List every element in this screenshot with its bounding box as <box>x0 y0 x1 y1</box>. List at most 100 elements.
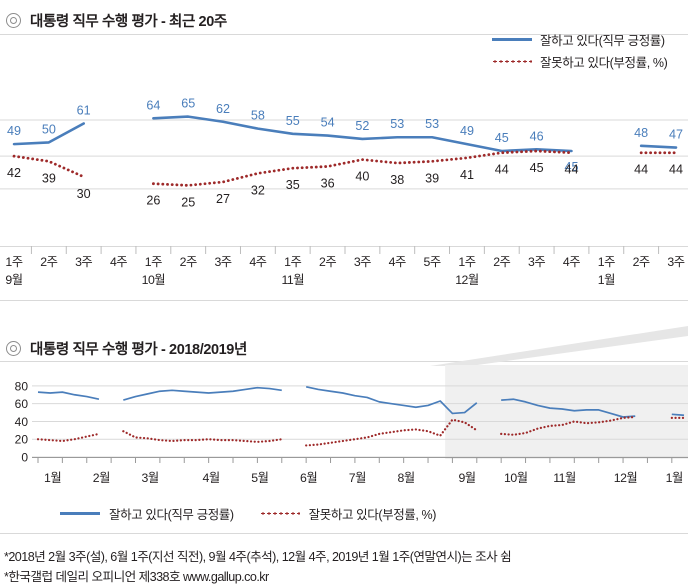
month-tick-label: 9월 <box>5 273 23 287</box>
month-tick-label: 11월 <box>281 273 305 287</box>
svg-text:45: 45 <box>564 160 578 174</box>
svg-text:65: 65 <box>181 97 195 111</box>
week-tick-label: 2주 <box>179 255 198 269</box>
week-tick-label: 2주 <box>493 255 511 269</box>
svg-text:58: 58 <box>251 109 265 123</box>
month-tick-label-2: 10월 <box>504 471 528 485</box>
solid-line-icon <box>492 37 532 41</box>
svg-text:62: 62 <box>216 102 230 116</box>
svg-text:47: 47 <box>669 128 683 142</box>
svg-text:49: 49 <box>460 124 474 138</box>
solid-line-icon <box>60 511 100 515</box>
chart1-xaxis: 1주 2주 3주 4주 1주 2주 3주 4주 1주 2주 3주 4주 5주 1주 2주 3주 4주 1주 2주 3주… <box>0 243 688 293</box>
double-circle-icon <box>6 341 21 356</box>
svg-text:53: 53 <box>425 117 439 131</box>
chart2-plot: 0 20 40 60 80 <box>0 365 688 475</box>
svg-text:27: 27 <box>216 192 230 206</box>
legend-label-positive-2: 잘하고 있다(직무 긍정률) <box>109 507 234 522</box>
week-tick-label: 2주 <box>40 255 58 269</box>
svg-text:48: 48 <box>634 126 648 140</box>
legend-item-positive: 잘하고 있다(직무 긍정률) <box>492 28 667 50</box>
month-tick-label-2: 6월 <box>300 471 318 485</box>
week-tick-label: 1주 <box>5 255 23 269</box>
week-tick-label: 1주 <box>284 255 302 269</box>
footnote-divider <box>0 533 688 534</box>
svg-text:46: 46 <box>530 129 544 143</box>
chart1-title: 대통령 직무 수행 평가 - 최근 20주 <box>30 14 227 30</box>
legend-item-negative: 잘못하고 있다(부정률, %) <box>492 50 668 72</box>
svg-text:42: 42 <box>7 166 21 180</box>
svg-text:55: 55 <box>286 114 300 128</box>
svg-text:36: 36 <box>321 176 335 190</box>
svg-text:80: 80 <box>15 379 29 393</box>
dotted-line-icon <box>492 59 532 63</box>
legend-item-positive-2: 잘하고 있다(직무 긍정률) <box>60 502 234 524</box>
month-tick-label-2: 12월 <box>613 471 638 485</box>
svg-text:49: 49 <box>7 124 21 138</box>
svg-text:50: 50 <box>42 122 56 136</box>
decorative-streak <box>430 326 688 366</box>
legend-item-negative-2: 잘못하고 있다(부정률, %) <box>259 502 436 524</box>
svg-text:45: 45 <box>495 131 509 145</box>
chart1-plot: 49 50 61 64 65 62 58 55 54 52 53 53 49 45 46 45 48 47 42 39… <box>0 72 688 247</box>
month-tick-label: 10월 <box>141 273 166 287</box>
svg-text:61: 61 <box>77 103 91 117</box>
week-tick-label: 1주 <box>144 255 163 269</box>
svg-text:44: 44 <box>495 163 509 177</box>
svg-text:38: 38 <box>390 173 404 187</box>
month-tick-label-2: 3월 <box>141 471 160 485</box>
week-tick-label: 1주 <box>597 255 616 269</box>
month-tick-label-2: 1월 <box>44 471 62 485</box>
month-tick-label-2: 9월 <box>458 471 476 485</box>
week-tick-label: 4주 <box>562 255 581 269</box>
chart2-legend: 잘하고 있다(직무 긍정률) 잘못하고 있다(부정률, %) <box>60 502 436 524</box>
svg-text:32: 32 <box>251 183 265 197</box>
svg-text:53: 53 <box>390 117 404 131</box>
svg-text:20: 20 <box>15 433 29 447</box>
legend-label-negative: 잘못하고 있다(부정률, %) <box>540 55 668 70</box>
week-tick-label: 4주 <box>388 255 407 269</box>
svg-text:52: 52 <box>355 119 369 133</box>
svg-text:44: 44 <box>564 163 578 177</box>
heading-divider-2 <box>0 361 688 362</box>
week-tick-label: 2주 <box>319 255 337 269</box>
chart2-heading: 대통령 직무 수행 평가 - 2018/2019년 <box>6 338 247 359</box>
svg-text:39: 39 <box>42 171 56 185</box>
legend-label-positive: 잘하고 있다(직무 긍정률) <box>540 33 665 48</box>
svg-text:44: 44 <box>669 163 683 177</box>
svg-text:54: 54 <box>321 116 335 130</box>
svg-text:45: 45 <box>530 161 544 175</box>
svg-text:25: 25 <box>181 195 195 209</box>
month-tick-label-2: 7월 <box>348 471 367 485</box>
month-tick-label-2: 5월 <box>251 471 269 485</box>
footnote-1: *2018년 2월 3주(설), 6월 1주(지선 직전), 9월 4주(추석)… <box>4 550 512 564</box>
chart2-xaxis: 1월 2월 3월 4월 5월 6월 7월 8월 9월 10월 11월 12월 1월 <box>0 468 688 492</box>
double-circle-icon <box>6 13 21 28</box>
svg-text:30: 30 <box>77 187 91 201</box>
footnote-2: *한국갤럽 데일리 오피니언 제338호 www.gallup.co.kr <box>4 570 269 584</box>
month-tick-label: 1월 <box>597 273 616 287</box>
chart1-heading: 대통령 직무 수행 평가 - 최근 20주 <box>6 10 227 31</box>
week-tick-label: 4주 <box>249 255 267 269</box>
svg-text:26: 26 <box>146 194 160 208</box>
week-tick-label: 5주 <box>423 255 442 269</box>
week-tick-label: 3주 <box>214 255 232 269</box>
week-tick-label: 3주 <box>667 255 685 269</box>
svg-text:60: 60 <box>15 397 29 411</box>
month-tick-label-2: 11월 <box>553 471 576 485</box>
month-tick-label-2: 4월 <box>202 471 221 485</box>
svg-text:44: 44 <box>634 163 648 177</box>
svg-text:39: 39 <box>425 171 439 185</box>
week-tick-label: 3주 <box>75 255 93 269</box>
chart2-title: 대통령 직무 수행 평가 - 2018/2019년 <box>30 342 247 358</box>
week-tick-label: 4주 <box>109 255 128 269</box>
week-tick-label: 2주 <box>632 255 651 269</box>
month-tick-label-2: 1월 <box>665 471 684 485</box>
week-tick-label: 3주 <box>528 255 546 269</box>
svg-text:40: 40 <box>355 170 369 184</box>
section-divider <box>0 300 688 301</box>
svg-text:35: 35 <box>286 178 300 192</box>
month-tick-label-2: 8월 <box>397 471 416 485</box>
chart1-legend: 잘하고 있다(직무 긍정률) 잘못하고 있다(부정률, %) <box>492 28 668 72</box>
